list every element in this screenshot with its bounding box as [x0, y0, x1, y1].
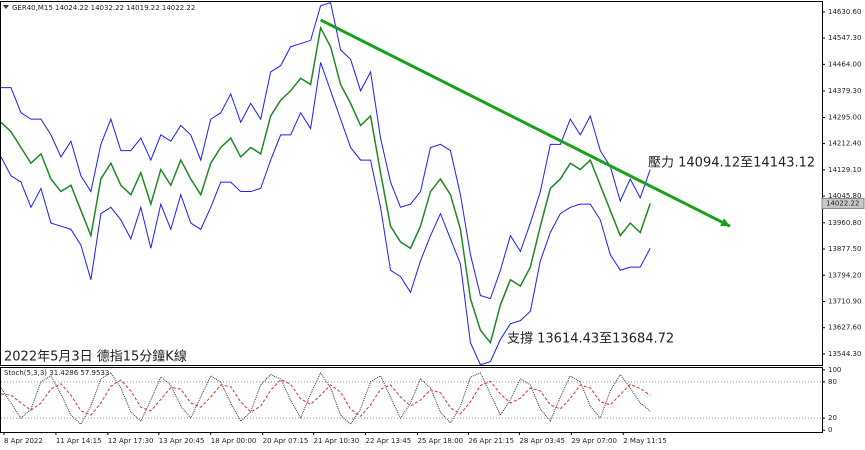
x-tick-label: 26 Apr 21:15 [468, 437, 514, 445]
main-title: GER40,M15 14024.22 14032.22 14019.22 140… [12, 4, 195, 12]
menu-triangle [3, 5, 9, 9]
x-tick-label: 8 Apr 2022 [4, 437, 43, 445]
x-tick-label: 11 Apr 14:15 [56, 437, 102, 445]
x-tick-label: 20 Apr 07:15 [263, 437, 309, 445]
x-tick-label: 21 Apr 10:30 [314, 437, 360, 445]
x-tick-label: 12 Apr 17:30 [108, 437, 154, 445]
stoch-title: Stoch(5,3,3) 31.4286 57.9533 [4, 369, 109, 377]
y-tick-label: 0 [828, 426, 832, 434]
y-tick-label: 13627.60 [828, 324, 861, 332]
y-tick-label: 13877.50 [828, 245, 861, 253]
x-tick-label: 29 Apr 07:00 [571, 437, 617, 445]
x-tick-label: 22 Apr 13:45 [366, 437, 412, 445]
y-tick-label: 14379.30 [828, 87, 861, 95]
y-tick-label: 80 [828, 378, 837, 386]
annotation: 支撐 13614.43至13684.72 [507, 332, 674, 347]
y-tick-label: 14129.10 [828, 166, 861, 174]
price-tag-box [821, 197, 865, 209]
price-tag: 14022.22 [826, 199, 859, 207]
annotation: 壓力 14094.12至14143.12 [648, 156, 815, 171]
annotation: 2022年5月3日 德指15分鐘K線 [4, 349, 187, 365]
y-tick-label: 14212.40 [828, 140, 861, 148]
main-panel [0, 1, 823, 366]
y-tick-label: 20 [828, 414, 837, 422]
trendline [319, 18, 731, 228]
x-tick-label: 13 Apr 20:45 [159, 437, 205, 445]
y-tick-label: 13960.80 [828, 219, 861, 227]
series-line [0, 378, 651, 417]
x-tick-label: 28 Apr 03:45 [519, 437, 565, 445]
y-tick-label: 14464.00 [828, 60, 861, 68]
y-tick-label: 14045.80 [828, 192, 861, 200]
y-tick-label: 14547.30 [828, 34, 861, 42]
y-tick-label: 14295.00 [828, 114, 861, 122]
y-tick-label: 100 [828, 366, 841, 374]
x-tick-label: 18 Apr 00:00 [211, 437, 257, 445]
y-tick-label: 13794.20 [828, 271, 861, 279]
y-tick-label: 13710.90 [828, 297, 861, 305]
x-tick-label: 2 May 11:15 [623, 437, 667, 445]
series-line [1, 1, 651, 300]
series-line [0, 25, 651, 345]
y-tick-label: 13544.30 [828, 350, 861, 358]
y-tick-label: 14630.60 [828, 8, 861, 16]
x-tick-label: 25 Apr 18:00 [417, 437, 463, 445]
stoch-panel [0, 367, 823, 433]
trendline-arrow [720, 218, 731, 227]
series-line [0, 62, 651, 366]
